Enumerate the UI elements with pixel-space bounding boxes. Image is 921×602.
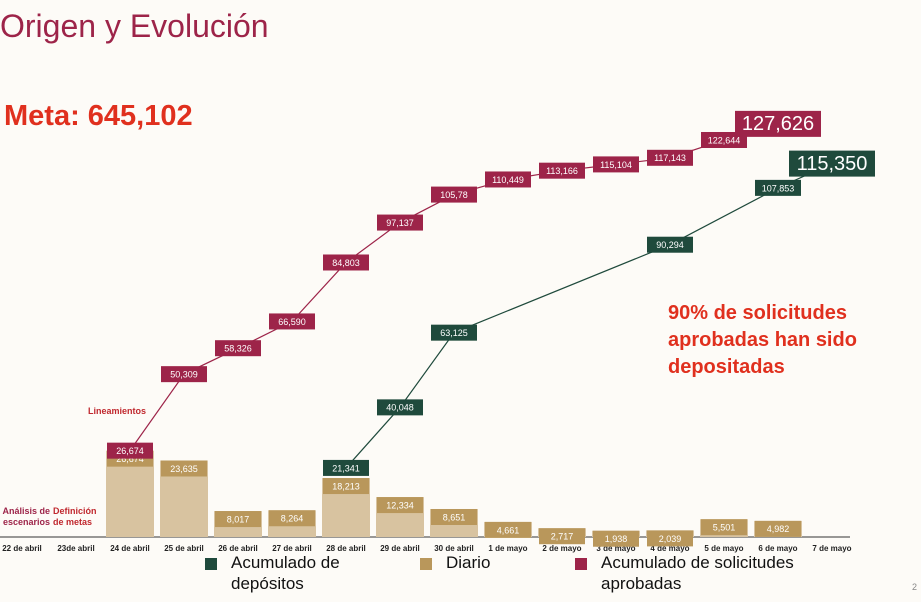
legend-swatch bbox=[205, 558, 217, 570]
x-tick-label: 28 de abril bbox=[326, 544, 366, 553]
value-label: 21,341 bbox=[332, 463, 360, 473]
legend-item: Diario bbox=[420, 552, 550, 573]
value-label-box bbox=[647, 530, 693, 547]
value-label-box bbox=[539, 528, 585, 545]
value-label: 12,334 bbox=[386, 500, 414, 510]
value-label: 5,501 bbox=[713, 523, 736, 533]
value-label: 90,294 bbox=[656, 240, 684, 250]
value-label-box bbox=[647, 149, 693, 166]
value-label: 105,78 bbox=[440, 190, 468, 200]
value-label: 2,039 bbox=[659, 534, 682, 544]
value-label: 58,326 bbox=[224, 344, 252, 354]
value-label-box bbox=[323, 459, 369, 476]
x-tick-label: 3 de mayo bbox=[596, 544, 635, 553]
value-label: 26,674 bbox=[116, 446, 144, 456]
value-label: 4,661 bbox=[497, 525, 520, 535]
value-label-box bbox=[377, 214, 423, 231]
value-label: 63,125 bbox=[440, 328, 468, 338]
value-label: 18,213 bbox=[332, 481, 360, 491]
value-label: 115,104 bbox=[600, 160, 632, 170]
value-label: 8,017 bbox=[227, 514, 250, 524]
value-label: 4,982 bbox=[767, 524, 790, 534]
x-tick-label: 24 de abril bbox=[110, 544, 150, 553]
legend-label: Acumulado de depósitos bbox=[231, 553, 340, 593]
x-tick-label: 22 de abril bbox=[2, 544, 42, 553]
annotation: 90% de solicitudes aprobadas han sido de… bbox=[668, 302, 857, 378]
value-label-box bbox=[701, 519, 747, 536]
legend: Acumulado de depósitos Diario Acumulado de… bbox=[205, 552, 825, 600]
value-label-box bbox=[323, 254, 369, 271]
value-label: 107,853 bbox=[762, 183, 795, 193]
annotation: Definición de metas bbox=[53, 506, 97, 527]
value-label-box bbox=[593, 530, 639, 547]
value-label: 23,635 bbox=[170, 464, 198, 474]
x-tick-label: 25 de abril bbox=[164, 544, 204, 553]
x-tick-label: 2 de mayo bbox=[542, 544, 581, 553]
value-label-box bbox=[485, 171, 531, 188]
annotation: Análisis de escenarios bbox=[2, 506, 50, 527]
value-label: 113,166 bbox=[546, 166, 578, 176]
value-label: 1,938 bbox=[605, 534, 628, 544]
legend-label: Acumulado de solicitudes aprobadas bbox=[601, 553, 794, 593]
value-label-box bbox=[215, 340, 261, 357]
value-label: 50,309 bbox=[170, 370, 198, 380]
title: Origen y Evolución bbox=[0, 8, 269, 44]
value-label: 110,449 bbox=[492, 175, 524, 185]
value-label-box bbox=[161, 460, 207, 477]
value-label: 26,674 bbox=[116, 454, 144, 464]
x-tick-label: 29 de abril bbox=[380, 544, 420, 553]
x-tick-label: 1 de mayo bbox=[488, 544, 527, 553]
value-label: 40,048 bbox=[386, 403, 414, 413]
page-number: 2 bbox=[912, 582, 918, 592]
subtitle: Meta: 645,102 bbox=[4, 100, 193, 132]
value-label: 66,590 bbox=[278, 317, 306, 327]
value-label-box bbox=[755, 179, 801, 196]
value-label-box bbox=[269, 510, 315, 527]
x-tick-label: 6 de mayo bbox=[758, 544, 797, 553]
value-label: 127,626 bbox=[742, 113, 814, 135]
x-tick-label: 27 de abril bbox=[272, 544, 312, 553]
value-label-box bbox=[431, 508, 477, 525]
value-label-box bbox=[161, 366, 207, 383]
x-tick-label: 7 de mayo bbox=[812, 544, 851, 553]
value-label: 2,717 bbox=[551, 532, 574, 542]
legend-swatch bbox=[575, 558, 587, 570]
value-label-box bbox=[735, 110, 821, 137]
value-label: 97,137 bbox=[386, 218, 414, 228]
value-label-box bbox=[431, 324, 477, 341]
legend-swatch bbox=[420, 558, 432, 570]
value-label-box bbox=[485, 521, 531, 538]
x-tick-label: 26 de abril bbox=[218, 544, 258, 553]
legend-label: Diario bbox=[446, 553, 491, 572]
x-tick-label: 23de abril bbox=[57, 544, 94, 553]
annotation: Lineamientos bbox=[88, 406, 147, 416]
value-label-box bbox=[269, 313, 315, 330]
value-label-box bbox=[789, 150, 875, 177]
value-label-box bbox=[107, 442, 153, 459]
legend-item: Acumulado de solicitudes aprobadas bbox=[575, 552, 835, 594]
value-label: 122,644 bbox=[708, 135, 741, 145]
value-label: 84,803 bbox=[332, 258, 360, 268]
value-label-box bbox=[593, 156, 639, 173]
value-label-box bbox=[431, 186, 477, 203]
value-label-box bbox=[755, 520, 801, 537]
value-label: 115,350 bbox=[797, 153, 868, 175]
value-label-box bbox=[323, 478, 369, 495]
legend-item: Acumulado de depósitos bbox=[205, 552, 395, 594]
value-label-box bbox=[539, 162, 585, 179]
value-label: 8,651 bbox=[443, 512, 466, 522]
value-label: 8,264 bbox=[281, 514, 304, 524]
x-tick-label: 5 de mayo bbox=[704, 544, 743, 553]
x-tick-label: 4 de mayo bbox=[650, 544, 689, 553]
line bbox=[129, 123, 779, 452]
value-label: 117,143 bbox=[654, 153, 686, 163]
value-label-box bbox=[215, 511, 261, 528]
x-tick-label: 30 de abril bbox=[434, 544, 474, 553]
value-label-box bbox=[377, 497, 423, 514]
value-label-box bbox=[377, 399, 423, 416]
value-label-box bbox=[647, 236, 693, 253]
